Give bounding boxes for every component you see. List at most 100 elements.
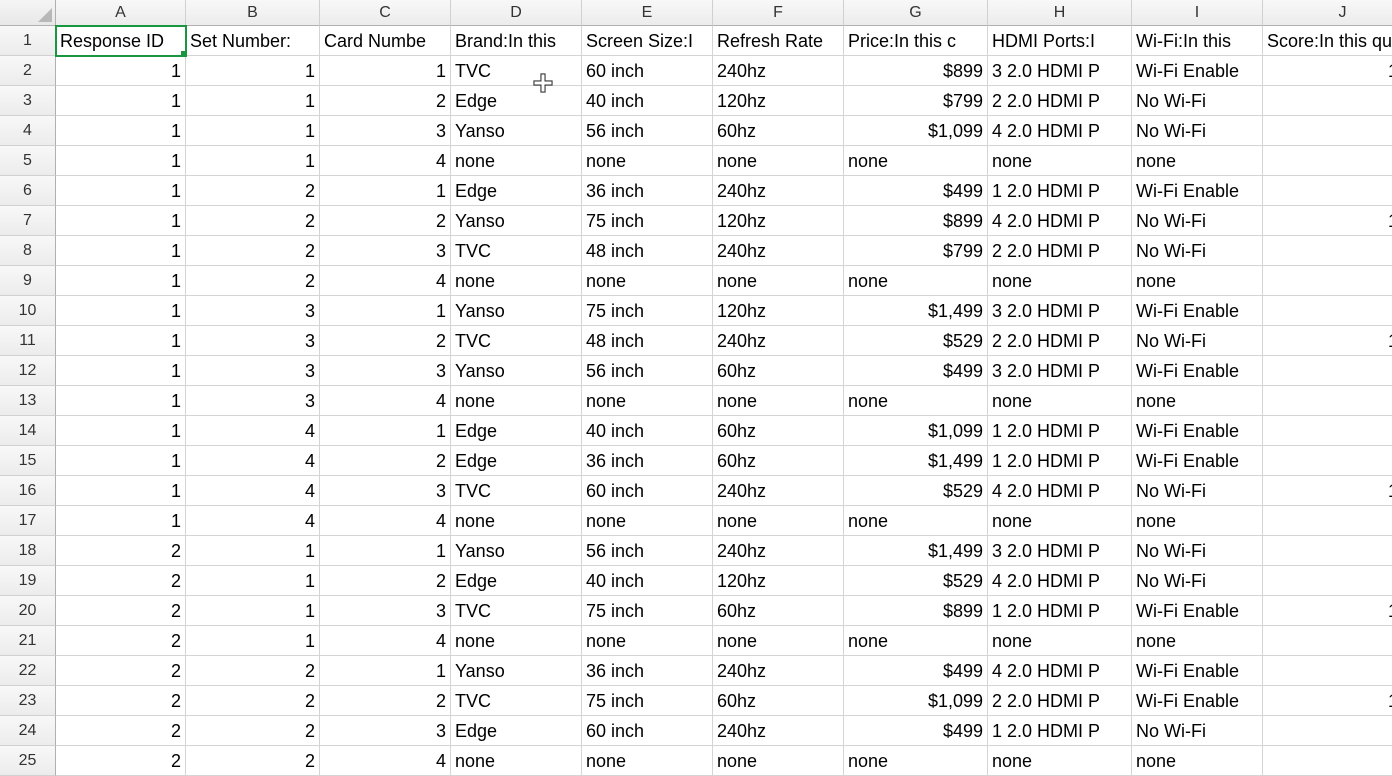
cell-E10[interactable]: 75 inch xyxy=(582,296,713,326)
cell-D1[interactable]: Brand:In this xyxy=(451,26,582,56)
cell-J12[interactable]: 0 xyxy=(1263,356,1392,386)
cell-B10[interactable]: 3 xyxy=(186,296,320,326)
cell-I11[interactable]: No Wi-Fi xyxy=(1132,326,1263,356)
cell-D8[interactable]: TVC xyxy=(451,236,582,266)
row-header-7[interactable]: 7 xyxy=(0,206,56,236)
cell-D12[interactable]: Yanso xyxy=(451,356,582,386)
cell-A23[interactable]: 2 xyxy=(56,686,186,716)
column-header-H[interactable]: H xyxy=(988,0,1132,26)
cell-E24[interactable]: 60 inch xyxy=(582,716,713,746)
cell-A1[interactable]: Response ID xyxy=(56,26,186,56)
cell-E14[interactable]: 40 inch xyxy=(582,416,713,446)
row-header-13[interactable]: 13 xyxy=(0,386,56,416)
column-header-F[interactable]: F xyxy=(713,0,844,26)
row-header-12[interactable]: 12 xyxy=(0,356,56,386)
cell-F1[interactable]: Refresh Rate xyxy=(713,26,844,56)
cell-C9[interactable]: 4 xyxy=(320,266,451,296)
cell-B23[interactable]: 2 xyxy=(186,686,320,716)
cell-F14[interactable]: 60hz xyxy=(713,416,844,446)
cell-A18[interactable]: 2 xyxy=(56,536,186,566)
cell-H4[interactable]: 4 2.0 HDMI P xyxy=(988,116,1132,146)
row-header-6[interactable]: 6 xyxy=(0,176,56,206)
cell-C5[interactable]: 4 xyxy=(320,146,451,176)
cell-F18[interactable]: 240hz xyxy=(713,536,844,566)
cell-D24[interactable]: Edge xyxy=(451,716,582,746)
cell-J2[interactable]: 100 xyxy=(1263,56,1392,86)
cell-I18[interactable]: No Wi-Fi xyxy=(1132,536,1263,566)
row-header-2[interactable]: 2 xyxy=(0,56,56,86)
cell-E19[interactable]: 40 inch xyxy=(582,566,713,596)
cell-A21[interactable]: 2 xyxy=(56,626,186,656)
row-header-3[interactable]: 3 xyxy=(0,86,56,116)
cell-A16[interactable]: 1 xyxy=(56,476,186,506)
cell-B5[interactable]: 1 xyxy=(186,146,320,176)
cell-B12[interactable]: 3 xyxy=(186,356,320,386)
cell-A6[interactable]: 1 xyxy=(56,176,186,206)
cell-C7[interactable]: 2 xyxy=(320,206,451,236)
cell-E18[interactable]: 56 inch xyxy=(582,536,713,566)
cell-C2[interactable]: 1 xyxy=(320,56,451,86)
cell-J4[interactable]: 0 xyxy=(1263,116,1392,146)
cell-H19[interactable]: 4 2.0 HDMI P xyxy=(988,566,1132,596)
cell-I17[interactable]: none xyxy=(1132,506,1263,536)
cell-H3[interactable]: 2 2.0 HDMI P xyxy=(988,86,1132,116)
cell-I16[interactable]: No Wi-Fi xyxy=(1132,476,1263,506)
cell-F10[interactable]: 120hz xyxy=(713,296,844,326)
cell-E21[interactable]: none xyxy=(582,626,713,656)
cell-A20[interactable]: 2 xyxy=(56,596,186,626)
cell-G8[interactable]: $799 xyxy=(844,236,988,266)
cell-F9[interactable]: none xyxy=(713,266,844,296)
cell-H25[interactable]: none xyxy=(988,746,1132,776)
cell-A19[interactable]: 2 xyxy=(56,566,186,596)
cell-I8[interactable]: No Wi-Fi xyxy=(1132,236,1263,266)
cell-E1[interactable]: Screen Size:I xyxy=(582,26,713,56)
cell-F2[interactable]: 240hz xyxy=(713,56,844,86)
cell-D9[interactable]: none xyxy=(451,266,582,296)
row-header-23[interactable]: 23 xyxy=(0,686,56,716)
cell-H1[interactable]: HDMI Ports:I xyxy=(988,26,1132,56)
cell-H18[interactable]: 3 2.0 HDMI P xyxy=(988,536,1132,566)
cell-A3[interactable]: 1 xyxy=(56,86,186,116)
cell-C25[interactable]: 4 xyxy=(320,746,451,776)
cell-I23[interactable]: Wi-Fi Enable xyxy=(1132,686,1263,716)
cell-H17[interactable]: none xyxy=(988,506,1132,536)
cell-J17[interactable]: 0 xyxy=(1263,506,1392,536)
cell-J8[interactable]: 0 xyxy=(1263,236,1392,266)
row-header-10[interactable]: 10 xyxy=(0,296,56,326)
cell-G22[interactable]: $499 xyxy=(844,656,988,686)
cell-H15[interactable]: 1 2.0 HDMI P xyxy=(988,446,1132,476)
cell-J3[interactable]: 0 xyxy=(1263,86,1392,116)
cell-E15[interactable]: 36 inch xyxy=(582,446,713,476)
cell-C12[interactable]: 3 xyxy=(320,356,451,386)
cell-J7[interactable]: 100 xyxy=(1263,206,1392,236)
cell-H13[interactable]: none xyxy=(988,386,1132,416)
cell-F21[interactable]: none xyxy=(713,626,844,656)
cell-B21[interactable]: 1 xyxy=(186,626,320,656)
cell-A13[interactable]: 1 xyxy=(56,386,186,416)
cell-E9[interactable]: none xyxy=(582,266,713,296)
cell-B2[interactable]: 1 xyxy=(186,56,320,86)
cell-G11[interactable]: $529 xyxy=(844,326,988,356)
cell-I7[interactable]: No Wi-Fi xyxy=(1132,206,1263,236)
column-header-B[interactable]: B xyxy=(186,0,320,26)
cell-B8[interactable]: 2 xyxy=(186,236,320,266)
cell-B6[interactable]: 2 xyxy=(186,176,320,206)
cell-F6[interactable]: 240hz xyxy=(713,176,844,206)
cell-A15[interactable]: 1 xyxy=(56,446,186,476)
cell-H24[interactable]: 1 2.0 HDMI P xyxy=(988,716,1132,746)
cell-C13[interactable]: 4 xyxy=(320,386,451,416)
cell-G25[interactable]: none xyxy=(844,746,988,776)
cell-D7[interactable]: Yanso xyxy=(451,206,582,236)
cell-C17[interactable]: 4 xyxy=(320,506,451,536)
cell-D14[interactable]: Edge xyxy=(451,416,582,446)
select-all-corner[interactable] xyxy=(0,0,56,26)
cell-A25[interactable]: 2 xyxy=(56,746,186,776)
row-header-8[interactable]: 8 xyxy=(0,236,56,266)
cell-E7[interactable]: 75 inch xyxy=(582,206,713,236)
cell-B11[interactable]: 3 xyxy=(186,326,320,356)
cell-J23[interactable]: 100 xyxy=(1263,686,1392,716)
cell-H10[interactable]: 3 2.0 HDMI P xyxy=(988,296,1132,326)
cell-F17[interactable]: none xyxy=(713,506,844,536)
cell-B16[interactable]: 4 xyxy=(186,476,320,506)
cell-I12[interactable]: Wi-Fi Enable xyxy=(1132,356,1263,386)
